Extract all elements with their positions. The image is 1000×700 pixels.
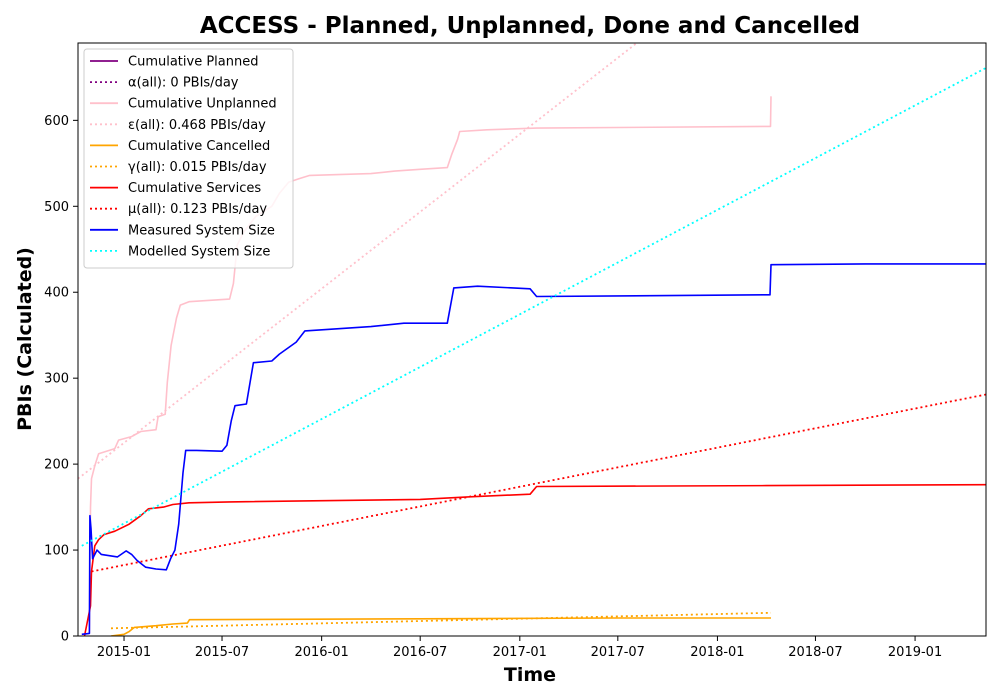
series-line-cumulative-cancelled	[110, 617, 771, 636]
legend-label-all-0-015-pbis-day: γ(all): 0.015 PBIs/day	[128, 160, 267, 175]
series-line-measured-system-size	[81, 263, 986, 636]
x-tick-label: 2019-01	[888, 645, 942, 660]
legend-label-measured-system-size: Measured System Size	[128, 223, 275, 238]
legend-label-cumulative-services: Cumulative Services	[128, 181, 261, 196]
series-line-modelled-system-size	[81, 67, 986, 547]
legend-label-all-0-123-pbis-day: μ(all): 0.123 PBIs/day	[128, 202, 267, 217]
series-line-all-0-468-pbis-day	[78, 43, 638, 480]
x-tick-label: 2018-07	[788, 645, 842, 660]
series-line-all-0-123-pbis-day	[91, 393, 986, 573]
y-tick-label: 400	[44, 286, 69, 301]
legend-label-modelled-system-size: Modelled System Size	[128, 244, 270, 259]
x-axis-ticks: 2015-01 2015-07 2016-01 2016-07 2017-01 2017-…	[97, 636, 942, 660]
legend: Cumulative Planned α(all): 0 PBIs/day Cumu…	[83, 48, 294, 269]
series-group	[78, 43, 986, 636]
x-tick-label: 2015-01	[97, 645, 151, 660]
series-line-all-0-015-pbis-day	[110, 611, 772, 630]
x-tick-label: 2017-07	[591, 645, 645, 660]
x-tick-label: 2016-07	[393, 645, 447, 660]
y-tick-label: 200	[44, 458, 69, 473]
x-tick-label: 2018-01	[690, 645, 744, 660]
x-tick-label: 2015-07	[195, 645, 249, 660]
chart-title: ACCESS - Planned, Unplanned, Done and Ca…	[200, 13, 860, 39]
x-tick-label: 2017-01	[493, 645, 547, 660]
y-axis-label: PBIs (Calculated)	[14, 247, 36, 431]
y-tick-label: 500	[44, 200, 69, 215]
legend-box	[83, 48, 294, 269]
y-tick-label: 600	[44, 114, 69, 129]
legend-label-cumulative-planned: Cumulative Planned	[128, 55, 258, 70]
y-tick-label: 300	[44, 372, 69, 387]
legend-label-all-0-pbis-day: α(all): 0 PBIs/day	[128, 76, 239, 91]
legend-label-cumulative-cancelled: Cumulative Cancelled	[128, 139, 270, 154]
y-tick-label: 100	[44, 544, 69, 559]
y-tick-label: 0	[61, 630, 69, 645]
legend-label-all-0-468-pbis-day: ε(all): 0.468 PBIs/day	[128, 118, 266, 133]
series-line-cumulative-services	[83, 483, 986, 636]
plot-area	[77, 42, 987, 637]
x-tick-label: 2016-01	[294, 645, 348, 660]
series-line-cumulative-unplanned	[81, 96, 772, 636]
x-axis-label: Time	[504, 664, 556, 686]
plot-frame	[77, 42, 987, 637]
legend-label-cumulative-unplanned: Cumulative Unplanned	[128, 97, 277, 112]
y-axis-ticks: 0 100 200 300 400 500 600	[44, 114, 78, 645]
